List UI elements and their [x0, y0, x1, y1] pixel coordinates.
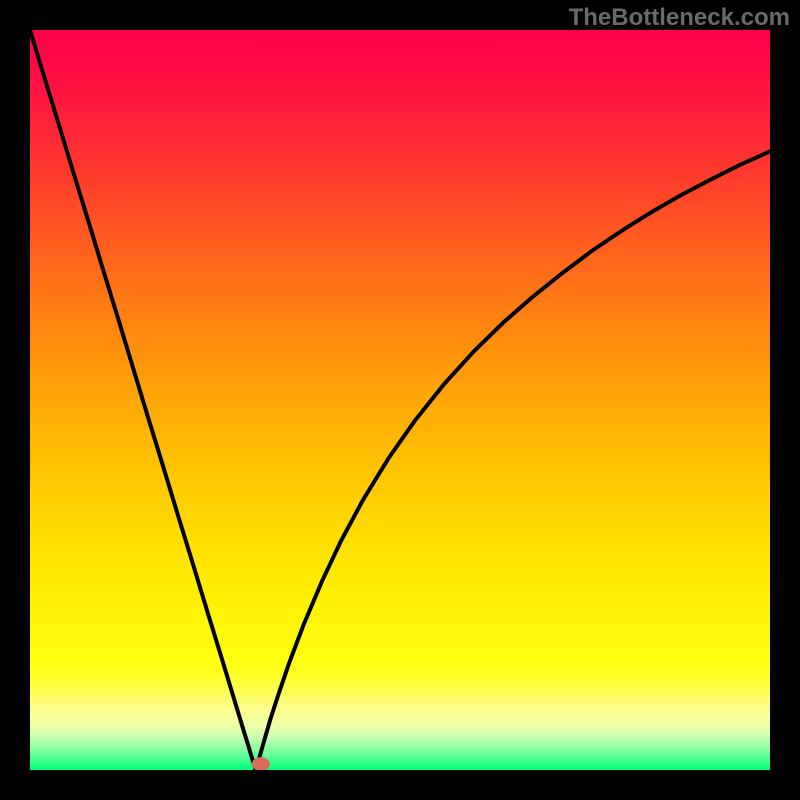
figure-container: TheBottleneck.com [0, 0, 800, 800]
bottleneck-chart [0, 0, 800, 800]
minimum-marker [252, 757, 270, 771]
